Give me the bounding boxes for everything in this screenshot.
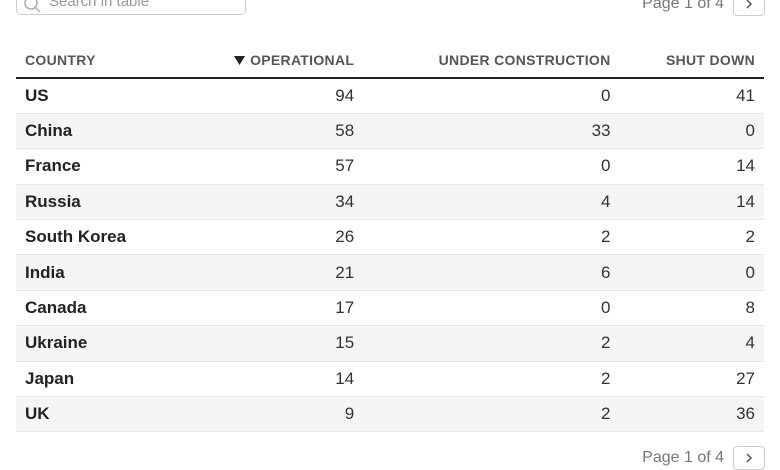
number-cell: 41 [619, 78, 764, 114]
country-cell: India [16, 254, 177, 291]
number-cell: 9 [176, 396, 364, 433]
column-header-label: SHUT DOWN [665, 52, 755, 68]
table-row: UK 9 2 36 [16, 396, 764, 433]
country-cell: Canada [16, 290, 177, 327]
table-row: Canada 17 0 8 [16, 290, 764, 327]
number-cell: 2 [363, 325, 620, 362]
number-cell: 2 [363, 219, 620, 256]
pager-top: Page 1 of 4 [642, 0, 765, 16]
table-row: Japan 14 2 27 [16, 361, 764, 398]
number-cell: 34 [176, 184, 364, 221]
number-cell: 0 [363, 290, 620, 327]
number-cell: 58 [176, 113, 364, 150]
country-cell: UK [16, 396, 177, 433]
table-row: India 21 6 0 [16, 254, 764, 291]
column-header[interactable]: COUNTRY [16, 43, 177, 79]
number-cell: 36 [619, 396, 764, 433]
number-cell: 4 [363, 184, 620, 221]
number-cell: 0 [619, 113, 764, 150]
next-page-button[interactable] [733, 0, 765, 16]
search-icon [24, 0, 41, 13]
number-cell: 21 [176, 254, 364, 291]
column-header[interactable]: UNDER CONSTRUCTION [363, 43, 620, 79]
column-header[interactable]: OPERATIONAL [176, 43, 364, 79]
page-label: Page 1 of 4 [642, 0, 724, 12]
number-cell: 2 [619, 219, 764, 256]
country-cell: Ukraine [16, 325, 177, 362]
number-cell: 8 [619, 290, 764, 327]
number-cell: 15 [176, 325, 364, 362]
number-cell: 2 [363, 396, 620, 433]
header-row: COUNTRY OPERATIONAL UNDER CONSTRUCTION SHUT… [16, 43, 764, 79]
column-header[interactable]: SHUT DOWN [619, 43, 764, 79]
table-row: South Korea 26 2 2 [16, 219, 764, 256]
table-row: Ukraine 15 2 4 [16, 325, 764, 362]
number-cell: 14 [619, 184, 764, 221]
number-cell: 14 [619, 148, 764, 185]
country-cell: South Korea [16, 219, 177, 256]
search-box[interactable]: Search in table [16, 0, 246, 15]
number-cell: 2 [363, 361, 620, 398]
number-cell: 6 [363, 254, 620, 291]
number-cell: 0 [363, 78, 620, 114]
country-cell: Russia [16, 184, 177, 221]
page-label: Page 1 of 4 [642, 449, 724, 466]
number-cell: 27 [619, 361, 764, 398]
number-cell: 14 [176, 361, 364, 398]
country-cell: US [16, 78, 177, 114]
data-table: COUNTRY OPERATIONAL UNDER CONSTRUCTION SHUT… [16, 43, 764, 433]
number-cell: 4 [619, 325, 764, 362]
search-placeholder: Search in table [49, 0, 150, 10]
table-row: China 58 33 0 [16, 113, 764, 150]
chevron [746, 0, 753, 9]
number-cell: 0 [363, 148, 620, 185]
chevron [746, 453, 753, 463]
column-header-label: COUNTRY [25, 52, 96, 68]
pager-bottom: Page 1 of 4 [642, 446, 765, 470]
table-row: France 57 0 14 [16, 148, 764, 185]
number-cell: 17 [176, 290, 364, 327]
country-cell: Japan [16, 361, 177, 398]
number-cell: 94 [176, 78, 364, 114]
table-body: US 94 0 41 China 58 33 0 France 57 0 14 Russia 34 4 14 S… [16, 78, 764, 433]
country-cell: China [16, 113, 177, 150]
number-cell: 33 [363, 113, 620, 150]
column-header-label: OPERATIONAL [250, 52, 355, 68]
table-row: US 94 0 41 [16, 78, 764, 114]
number-cell: 0 [619, 254, 764, 291]
sort-indicator [234, 56, 246, 65]
number-cell: 57 [176, 148, 364, 185]
number-cell: 26 [176, 219, 364, 256]
country-cell: France [16, 148, 177, 185]
column-header-label: UNDER CONSTRUCTION [438, 52, 611, 68]
next-page-button[interactable] [733, 446, 765, 470]
table-row: Russia 34 4 14 [16, 184, 764, 221]
